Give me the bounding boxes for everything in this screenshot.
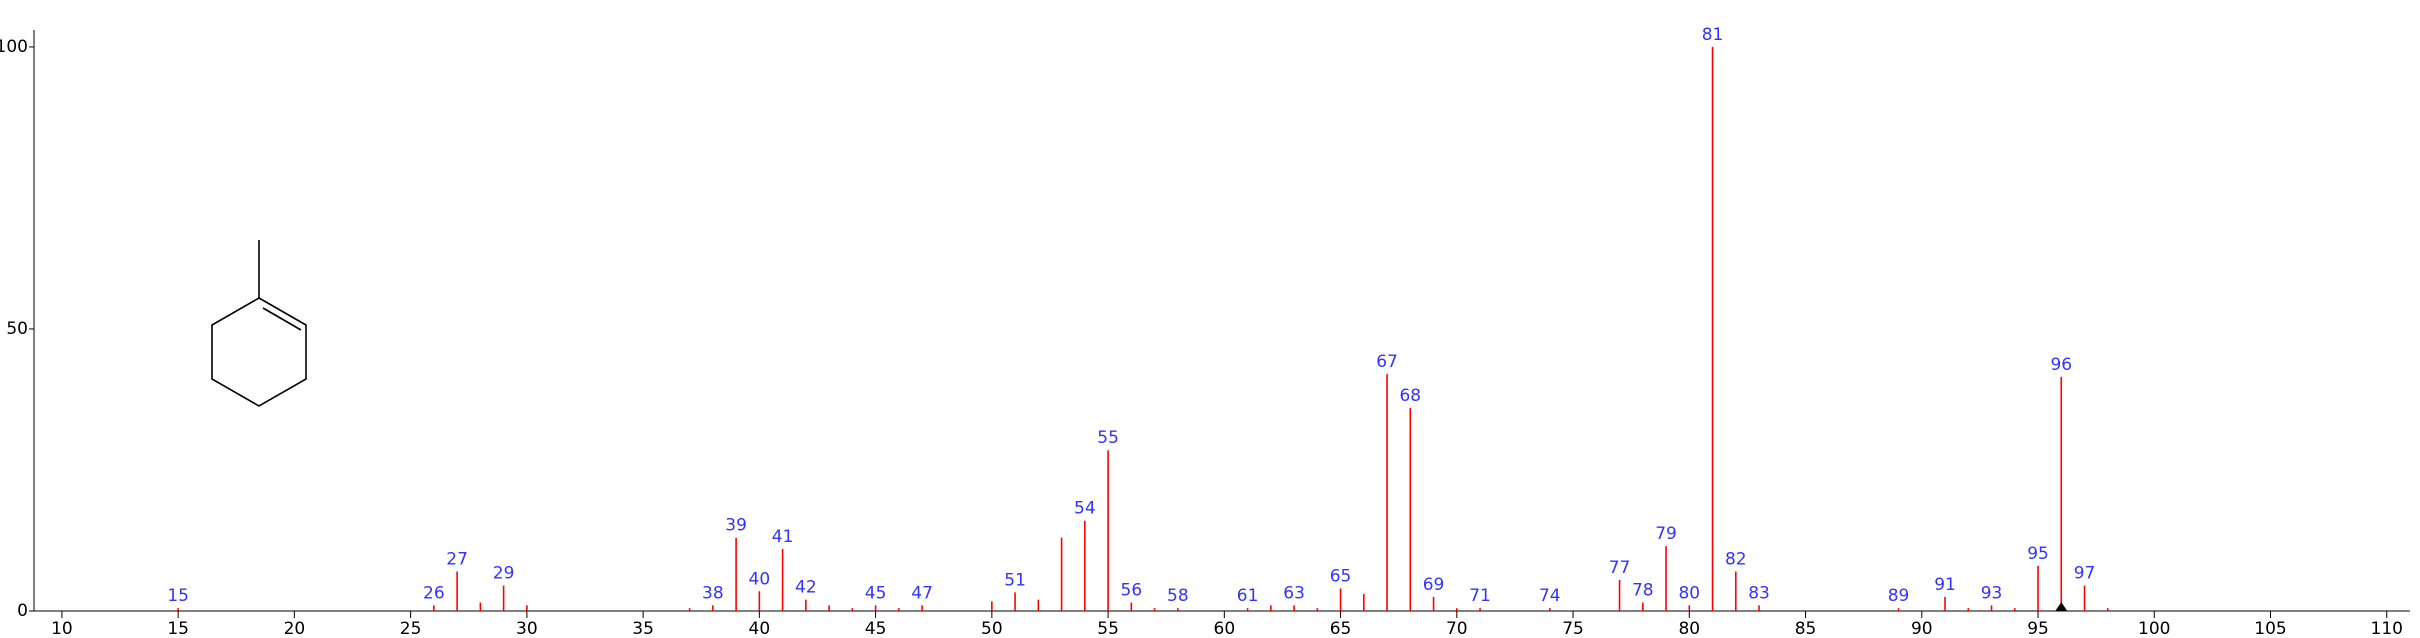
peak-label: 80	[1678, 583, 1700, 603]
y-tick-label: 100	[0, 37, 28, 57]
peak-label: 95	[2027, 544, 2049, 564]
peak-label: 81	[1702, 25, 1724, 45]
peak-label: 61	[1237, 586, 1259, 606]
x-tick-label: 15	[167, 619, 189, 638]
peak-label: 78	[1632, 581, 1654, 601]
peak-label: 83	[1748, 583, 1770, 603]
x-tick-label: 50	[981, 619, 1003, 638]
peak-label: 40	[749, 569, 771, 589]
x-tick-label: 100	[2138, 619, 2170, 638]
peak-label: 96	[2050, 355, 2072, 375]
peak-label: 63	[1283, 583, 1305, 603]
x-tick-label: 95	[2027, 619, 2049, 638]
x-tick-label: 30	[516, 619, 538, 638]
peak-label: 29	[493, 564, 515, 584]
peak-label: 71	[1469, 586, 1491, 606]
molecule	[211, 240, 307, 407]
peak-label: 79	[1655, 524, 1677, 544]
peak-label: 97	[2074, 564, 2096, 584]
x-tick-label: 65	[1330, 619, 1352, 638]
peak-label: 68	[1399, 386, 1421, 406]
peak-label: 65	[1330, 566, 1352, 586]
peak-label: 91	[1934, 575, 1956, 595]
x-tick-label: 55	[1097, 619, 1119, 638]
peak-label: 41	[772, 527, 794, 547]
peak-label: 38	[702, 583, 724, 603]
peak-label: 67	[1376, 352, 1398, 372]
peak-label: 15	[167, 586, 189, 606]
x-tick-label: 25	[400, 619, 422, 638]
peak-label: 82	[1725, 550, 1747, 570]
ring	[211, 297, 307, 407]
x-tick-label: 20	[284, 619, 306, 638]
peak-label: 42	[795, 578, 817, 598]
peak-label: 55	[1097, 428, 1119, 448]
x-tick-label: 35	[632, 619, 654, 638]
x-tick-label: 60	[1214, 619, 1236, 638]
peak-label: 27	[446, 550, 468, 570]
peak-label: 93	[1981, 583, 2003, 603]
x-tick-label: 45	[865, 619, 887, 638]
y-tick-label: 50	[6, 319, 28, 339]
peak-label: 58	[1167, 586, 1189, 606]
peak-label: 89	[1888, 586, 1910, 606]
peak-label: 74	[1539, 586, 1561, 606]
x-tick-label: 10	[51, 619, 73, 638]
peak-label: 51	[1004, 570, 1026, 590]
x-tick-label: 85	[1795, 619, 1817, 638]
peak-label: 56	[1121, 581, 1143, 601]
x-tick-label: 75	[1562, 619, 1584, 638]
x-tick-label: 105	[2254, 619, 2286, 638]
double-bond	[262, 307, 302, 331]
x-tick-label: 110	[2371, 619, 2403, 638]
x-tick-label: 40	[749, 619, 771, 638]
peak-label: 26	[423, 583, 445, 603]
peak-label: 69	[1423, 575, 1445, 595]
peak-label: 54	[1074, 499, 1096, 519]
x-tick-label: 70	[1446, 619, 1468, 638]
x-tick-label: 80	[1678, 619, 1700, 638]
peak-label: 39	[725, 516, 747, 536]
marker	[2055, 602, 2068, 611]
peak-label: 45	[865, 583, 887, 603]
peak-label: 47	[911, 583, 933, 603]
x-tick-label: 90	[1911, 619, 1933, 638]
peak-label: 77	[1609, 558, 1631, 578]
y-tick-label: 0	[17, 601, 28, 621]
